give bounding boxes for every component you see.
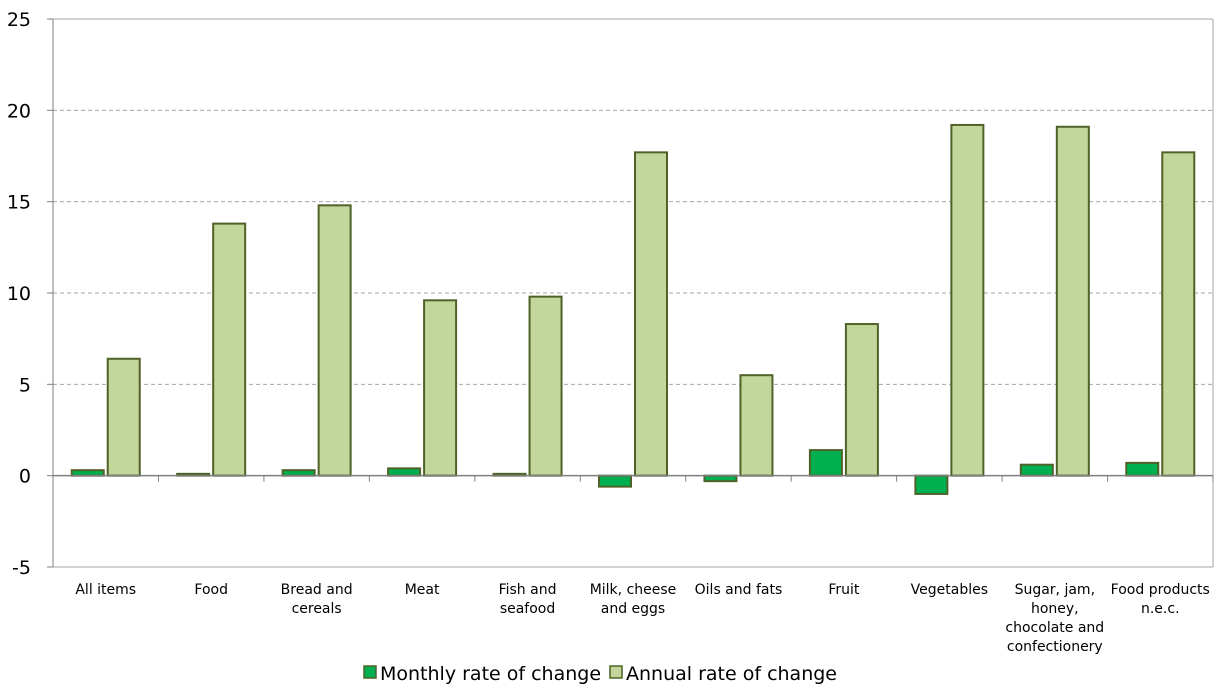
x-tick-label: Meat <box>405 582 440 598</box>
bar-annual <box>1055 125 1090 477</box>
bar-monthly <box>1125 461 1160 477</box>
bar-annual <box>1161 151 1196 477</box>
x-tick-label-line: Fish and <box>499 582 557 598</box>
x-tick-label: Fish and seafood <box>499 582 557 617</box>
x-tick-label-line: All items <box>75 582 136 598</box>
x-tick-label-line: n.e.c. <box>1141 601 1180 617</box>
y-tick-labels: -5 0 5 10 15 20 25 <box>7 9 31 579</box>
x-tick-label: Fruit <box>828 582 860 598</box>
x-tick-label-line: Food products <box>1111 582 1210 598</box>
bar-monthly <box>598 474 632 488</box>
x-tick-label-line: Bread and <box>281 582 353 598</box>
x-tick-label-line: Food <box>194 582 228 598</box>
gridlines <box>53 109 1213 385</box>
x-tick-label-line: Fruit <box>828 582 860 598</box>
bars <box>70 123 1196 495</box>
legend: Monthly rate of change Annual rate of cha… <box>363 663 837 684</box>
x-tick-labels: All items Food Bread and cereals Meat Fish an… <box>75 582 1209 655</box>
x-tick-label-line: and eggs <box>601 601 665 617</box>
bar-annual <box>106 357 141 477</box>
bar-monthly <box>1019 463 1054 477</box>
axes <box>47 18 1214 568</box>
x-tick-label-line: honey, <box>1031 601 1079 617</box>
y-tick-label: 15 <box>7 192 31 214</box>
bar-annual <box>634 151 668 477</box>
bar-monthly <box>387 467 422 477</box>
legend-label-monthly: Monthly rate of change <box>380 663 601 684</box>
y-tick-label: 0 <box>19 466 31 488</box>
y-tick-label: 25 <box>7 9 31 31</box>
x-tick-label-line: Oils and fats <box>695 582 783 598</box>
bar-monthly <box>281 469 316 477</box>
bar-monthly <box>914 474 949 495</box>
bar-annual <box>212 222 247 477</box>
y-tick-label: -5 <box>12 557 31 579</box>
x-tick-label-line: seafood <box>500 601 555 617</box>
bar-monthly <box>703 474 738 483</box>
x-tick-label: Milk, cheese and eggs <box>590 582 677 617</box>
x-tick-label: All items <box>75 582 136 598</box>
x-tick-label-line: Milk, cheese <box>590 582 677 598</box>
x-tick-label-line: cereals <box>292 601 342 617</box>
x-tick-label-line: chocolate and <box>1005 620 1104 636</box>
x-tick-label: Food products n.e.c. <box>1111 582 1210 617</box>
y-tick-label: 10 <box>7 283 31 305</box>
bar-annual <box>950 123 985 477</box>
x-tick-label: Bread and cereals <box>281 582 353 617</box>
bar-annual <box>739 374 774 477</box>
bar-annual <box>528 295 563 477</box>
x-tick-label-line: Sugar, jam, <box>1015 582 1095 598</box>
y-tick-label: 20 <box>7 100 31 122</box>
x-tick-label: Food <box>194 582 228 598</box>
legend-swatch-monthly <box>363 665 377 679</box>
legend-label-annual: Annual rate of change <box>626 663 837 684</box>
x-tick-label: Sugar, jam, honey, chocolate and confection… <box>1005 582 1104 655</box>
x-tick-label: Vegetables <box>911 582 988 598</box>
x-tick-label-line: Vegetables <box>911 582 988 598</box>
legend-swatch-annual <box>609 665 623 679</box>
x-tick-label-line: confectionery <box>1007 639 1103 655</box>
y-tick-label: 5 <box>19 374 31 396</box>
bar-annual <box>317 204 352 477</box>
x-tick-label: Oils and fats <box>695 582 783 598</box>
bar-monthly <box>808 449 843 477</box>
bar-annual <box>423 299 458 477</box>
bar-annual <box>844 323 879 477</box>
bar-monthly <box>70 469 105 477</box>
x-tick-label-line: Meat <box>405 582 440 598</box>
